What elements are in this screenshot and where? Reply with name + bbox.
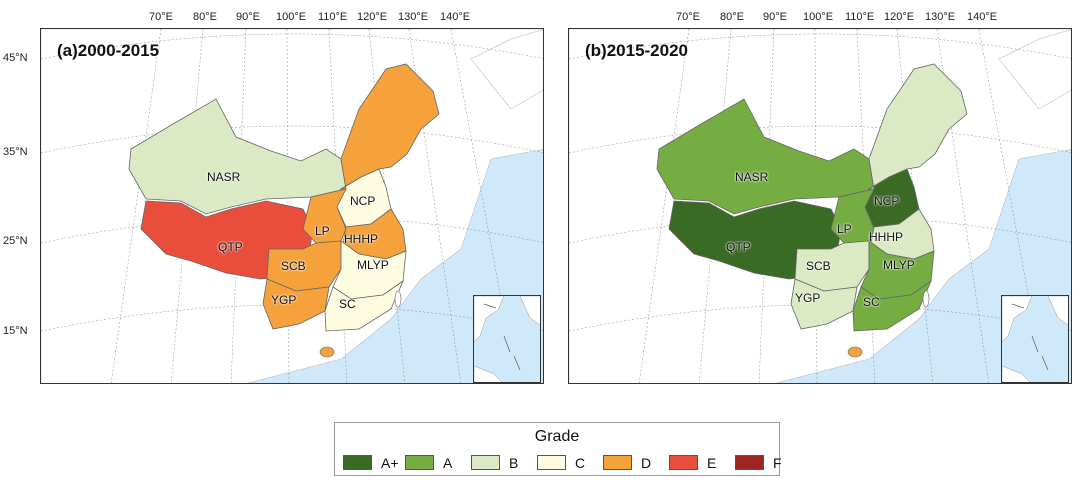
legend-title: Grade [534,428,580,445]
legend-label: B [509,455,519,471]
region-label-NASR: NASR [207,170,241,184]
region-label-MLYP: MLYP [357,258,389,272]
region-label-QTP: QTP [218,240,243,254]
region-label-SC: SC [339,297,356,311]
region-label-SC: SC [863,295,880,309]
lat-label: 15°N [3,325,28,337]
lat-label: 25°N [3,235,28,247]
lat-label: 35°N [3,146,28,158]
legend-label: E [707,455,717,471]
region-label-YGP: YGP [271,293,297,307]
legend-swatch [669,455,698,470]
lat-label: 45°N [3,52,28,64]
region-YGP [262,278,330,330]
lon-label: 140°E [440,11,471,23]
island-hainan [319,346,335,358]
legend-label: D [641,455,652,471]
legend: Grade A+ A B C D E F [334,422,782,476]
lon-label: 120°E [884,11,915,23]
inset-canvas [474,296,540,382]
region-label-SCB: SCB [806,259,831,273]
region-label-NASR: NASR [735,170,769,184]
legend-swatch [603,455,632,470]
lon-label: 100°E [276,11,307,23]
legend-swatch [405,455,434,470]
region-label-MLYP: MLYP [883,258,915,272]
lon-label: 80°E [193,11,217,23]
inset-map-south-china-sea [473,295,541,383]
lon-label: 70°E [676,11,700,23]
island-hainan [847,346,863,358]
map-canvas [569,29,1071,383]
panel-title: (b)2015-2020 [585,41,689,60]
legend-label: C [575,455,586,471]
lon-label: 130°E [925,11,956,23]
island-taiwan [394,290,402,308]
lon-label: 100°E [803,11,834,23]
region-label-NCP: NCP [350,194,376,208]
region-NE [339,63,440,190]
region-label-SCB: SCB [281,259,306,273]
legend-label: F [773,455,782,471]
surrounding-land [470,29,543,110]
lon-label: 90°E [236,11,260,23]
region-SC [852,279,932,332]
lon-label: 110°E [845,11,875,23]
lon-label: 70°E [149,11,173,23]
region-label-QTP: QTP [726,240,751,254]
map-panel-2000-2015: (a)2000-2015 NASR QTP NCP LP HHHP SCB ML… [40,28,544,384]
inset-canvas [1002,296,1068,382]
island-taiwan [922,290,930,308]
inset-map-south-china-sea [1001,295,1069,383]
lon-label: 110°E [318,11,348,23]
region-LP [302,188,347,244]
legend-swatch [735,455,764,470]
region-label-LP: LP [315,224,330,238]
legend-swatch [537,455,566,470]
legend-label: A+ [381,455,399,471]
region-label-NCP: NCP [874,194,900,208]
panel-title: (a)2000-2015 [57,41,160,60]
lon-label: 90°E [763,11,787,23]
lon-label: 80°E [720,11,744,23]
region-label-HHHP: HHHP [344,232,379,246]
region-SC [324,279,404,332]
legend-label: A [443,455,453,471]
surrounding-land [998,29,1071,110]
legend-swatch [471,455,500,470]
region-NE [867,63,968,190]
legend-swatch [343,455,372,470]
map-canvas [41,29,543,383]
region-YGP [790,278,858,330]
lon-label: 140°E [967,11,998,23]
region-LP [830,188,875,244]
region-label-YGP: YGP [795,291,821,305]
region-label-HHHP: HHHP [869,230,904,244]
map-panel-2015-2020: (b)2015-2020 NASR QTP NCP LP HHHP SCB ML… [568,28,1072,384]
region-label-LP: LP [837,222,852,236]
lon-label: 130°E [398,11,429,23]
lon-label: 120°E [357,11,388,23]
